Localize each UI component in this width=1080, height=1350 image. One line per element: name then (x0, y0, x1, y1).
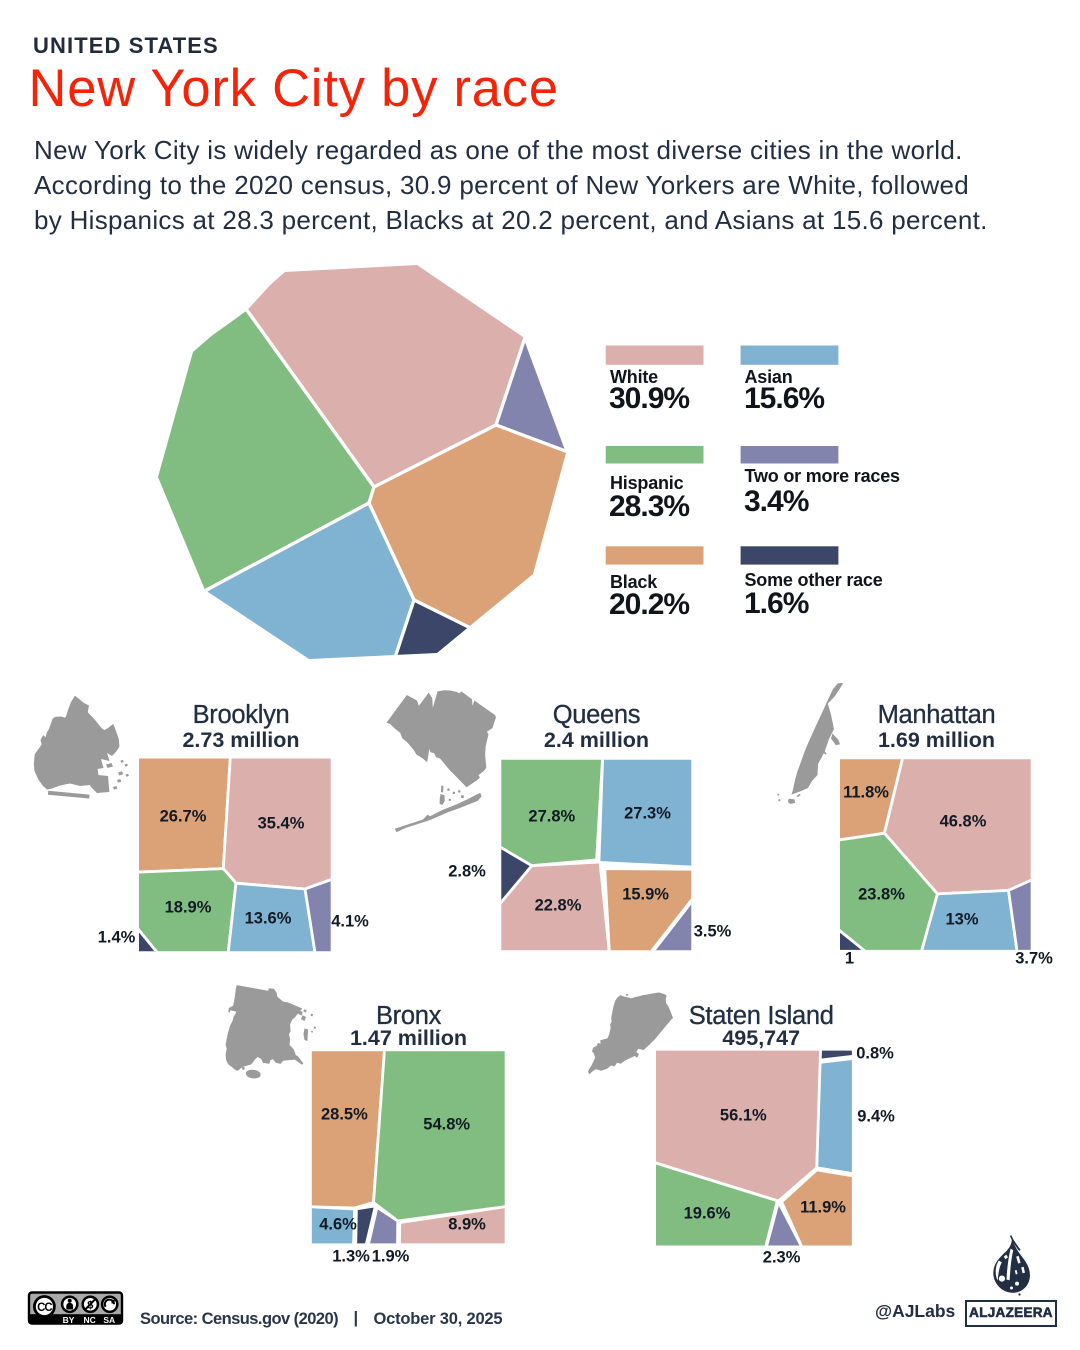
svg-text:SA: SA (103, 1315, 115, 1325)
svg-text:NC: NC (83, 1315, 95, 1325)
svg-text:BY: BY (63, 1315, 75, 1325)
svg-text:CC: CC (37, 1302, 52, 1314)
